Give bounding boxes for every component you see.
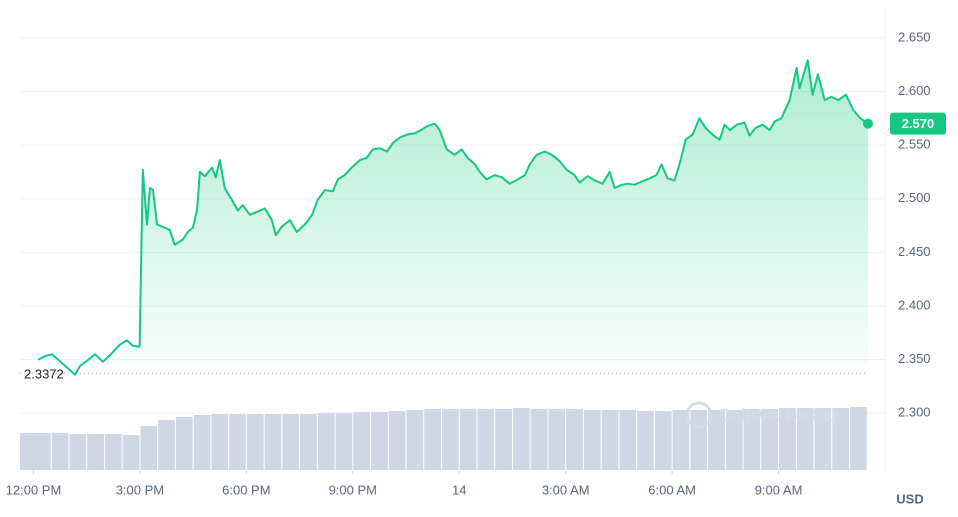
price-tag-label: 2.570 [902, 116, 935, 131]
volume-bar [264, 414, 282, 470]
volume-bar [140, 426, 158, 470]
watermark: CoinMarketCap [685, 401, 843, 429]
volume-bar [317, 413, 335, 470]
y-tick-label: 2.350 [898, 351, 931, 366]
volume-bar [495, 409, 512, 470]
x-tick-label: 12:00 PM [6, 482, 62, 497]
volume-bar [104, 434, 122, 470]
price-area [38, 60, 869, 375]
volume-bar [796, 408, 814, 470]
x-tick-label: 9:00 PM [329, 482, 377, 497]
x-tick-label: 9:00 AM [755, 482, 803, 497]
volume-bar [850, 407, 867, 470]
baseline-label: 2.3372 [24, 367, 64, 382]
y-tick-label: 2.600 [898, 83, 931, 98]
volume-bar [619, 410, 637, 470]
volume-bar [477, 409, 495, 470]
volume-bar [743, 409, 761, 470]
volume-bar [548, 409, 566, 470]
volume-bar [282, 414, 300, 470]
volume-bar [300, 414, 317, 470]
volume-bar [87, 434, 104, 470]
volume-bar [69, 434, 87, 470]
y-tick-label: 2.550 [898, 137, 931, 152]
volume-bar [761, 409, 779, 470]
volume-bar [708, 410, 725, 470]
volume-bar [779, 408, 796, 470]
volume-bar [601, 410, 619, 470]
volume-bar [158, 420, 175, 470]
volume-bar [388, 411, 406, 470]
y-tick-label: 2.300 [898, 405, 931, 420]
volume-bar [654, 411, 672, 470]
y-tick-label: 2.400 [898, 297, 931, 312]
volume-bar [20, 433, 37, 470]
x-tick-label: 3:00 AM [542, 482, 590, 497]
volume-bar [512, 408, 530, 470]
volume-bar [175, 417, 193, 470]
volume-bar [442, 409, 459, 470]
volume-bar [51, 433, 69, 470]
volume-bar [193, 415, 211, 470]
x-tick-label: 3:00 PM [116, 482, 164, 497]
watermark-text: CoinMarketCap [718, 405, 843, 424]
volume-bar [424, 409, 442, 470]
last-point [862, 118, 873, 129]
y-tick-label: 2.500 [898, 190, 931, 205]
volume-bar [690, 410, 708, 470]
volume-bar [211, 414, 229, 470]
volume-bar [246, 414, 264, 470]
x-tick-label: 6:00 AM [648, 482, 696, 497]
volume-bar [832, 408, 850, 470]
volume-bar [371, 412, 388, 470]
volume-bar [229, 414, 246, 470]
price-line [37, 59, 869, 376]
volume-bar [33, 433, 51, 470]
volume-bar [335, 413, 353, 470]
volume-bar [637, 411, 654, 470]
currency-label: USD [896, 491, 923, 506]
price-tag [890, 112, 946, 135]
volume-bar [566, 409, 583, 470]
y-tick-label: 2.450 [898, 244, 931, 259]
x-tick-label: 14 [452, 482, 466, 497]
volume-bar [530, 409, 548, 470]
volume-bar [459, 409, 477, 470]
volume-bar [583, 410, 601, 470]
volume-bar [725, 410, 743, 470]
volume-bar [672, 410, 690, 470]
volume-bar [406, 410, 424, 470]
x-tick-label: 6:00 PM [222, 482, 270, 497]
volume-bar [353, 412, 371, 470]
volume-bar [814, 408, 832, 470]
volume-bar [122, 435, 140, 470]
y-tick-label: 2.650 [898, 29, 931, 44]
